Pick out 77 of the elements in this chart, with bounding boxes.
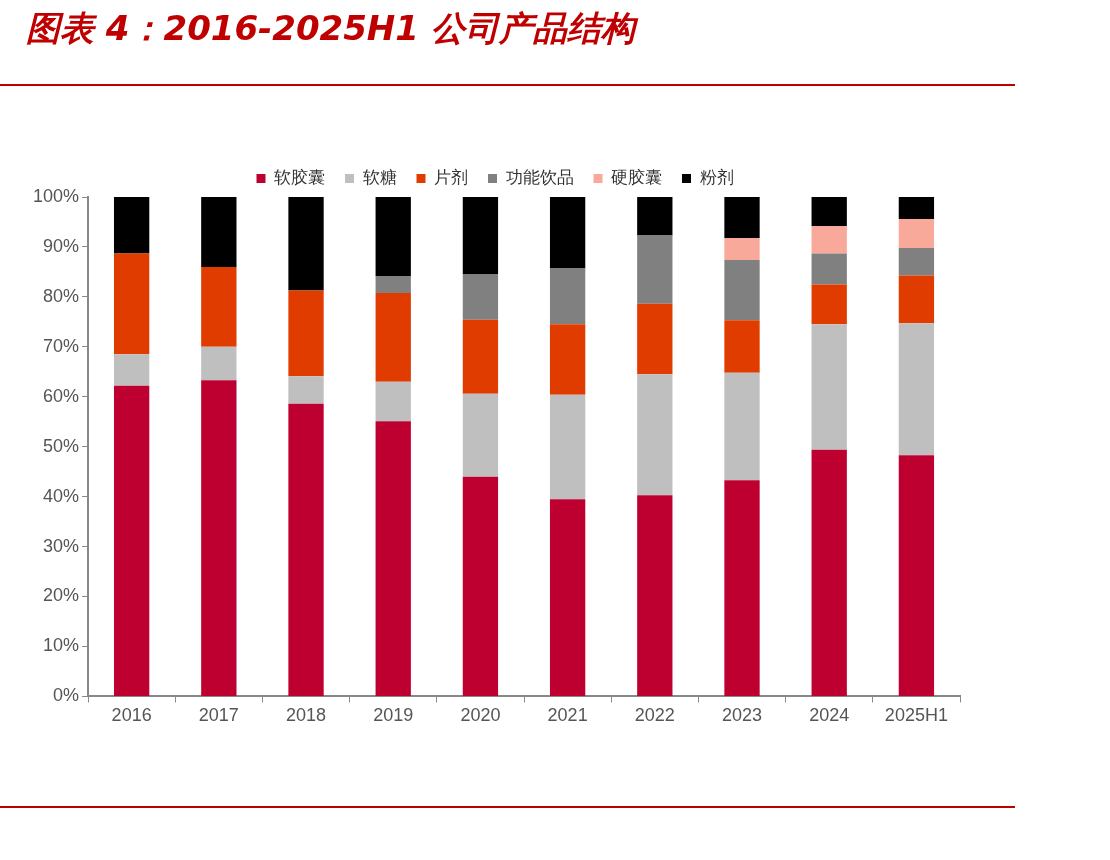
bar (811, 324, 847, 450)
bar (375, 197, 411, 276)
bar (549, 394, 586, 500)
x-tick-label: 2024 (809, 705, 850, 726)
bar (113, 354, 150, 386)
y-tick-label: 80% (43, 285, 80, 306)
bar (811, 253, 847, 285)
legend-label: 软胶囊 (274, 166, 325, 187)
bar (898, 323, 935, 456)
bar (462, 393, 499, 477)
bar (898, 275, 935, 324)
y-tick-label: 100% (32, 185, 80, 206)
legend-label: 硬胶囊 (611, 166, 662, 187)
bar (375, 421, 411, 696)
bar (462, 476, 499, 696)
legend-label: 功能饮品 (505, 166, 574, 187)
bar (898, 197, 935, 219)
y-tick-label: 40% (43, 485, 80, 506)
bar (201, 346, 237, 381)
bar (637, 235, 673, 304)
bar (811, 225, 847, 254)
bar (811, 449, 847, 696)
bar (375, 292, 411, 382)
x-tick-label: 2020 (460, 705, 501, 726)
bar (201, 266, 237, 347)
bar (724, 372, 760, 481)
bar (637, 303, 673, 375)
bar (113, 385, 150, 696)
bar (462, 197, 499, 275)
bar (288, 197, 324, 291)
y-tick-label: 20% (43, 585, 80, 606)
y-tick-label: 60% (43, 385, 80, 406)
bar (462, 274, 499, 320)
y-tick-label: 90% (43, 235, 80, 256)
bar (375, 381, 411, 422)
bar (462, 319, 499, 394)
y-tick-label: 0% (53, 685, 80, 706)
legend-label: 软糖 (362, 166, 397, 187)
bar (549, 499, 586, 696)
bar (724, 197, 760, 238)
bar (724, 320, 760, 373)
bar (201, 197, 237, 267)
x-tick-label: 2021 (547, 705, 588, 726)
x-tick-label: 2017 (198, 705, 239, 726)
legend-label: 片剂 (434, 166, 468, 187)
bar (811, 197, 847, 226)
bar (201, 380, 237, 696)
x-tick-label: 2023 (721, 705, 763, 726)
bar (288, 403, 324, 696)
bar (637, 197, 673, 236)
x-tick-label: 2019 (373, 705, 414, 726)
x-tick-label: 2022 (634, 705, 675, 726)
bar (288, 376, 324, 404)
bar (549, 268, 586, 325)
bar (549, 197, 586, 269)
bar (898, 247, 935, 276)
bar (811, 284, 847, 325)
bar (637, 374, 673, 496)
x-tick-label: 2018 (286, 705, 327, 726)
bar (724, 259, 760, 321)
bar (724, 237, 760, 260)
bar (113, 197, 150, 254)
bar (549, 324, 586, 395)
y-tick-label: 50% (43, 435, 80, 456)
y-tick-label: 30% (43, 535, 80, 556)
y-tick-label: 10% (43, 635, 80, 656)
bar (637, 495, 673, 696)
bar (898, 218, 935, 248)
bar (288, 290, 324, 377)
legend-label: 粉剂 (699, 166, 734, 187)
bar (113, 253, 150, 355)
bar (724, 480, 760, 696)
x-tick-label: 2025H1 (884, 705, 948, 726)
x-tick-label: 2016 (111, 705, 152, 726)
bar (898, 455, 935, 696)
y-tick-label: 70% (43, 335, 80, 356)
bar (375, 275, 411, 293)
